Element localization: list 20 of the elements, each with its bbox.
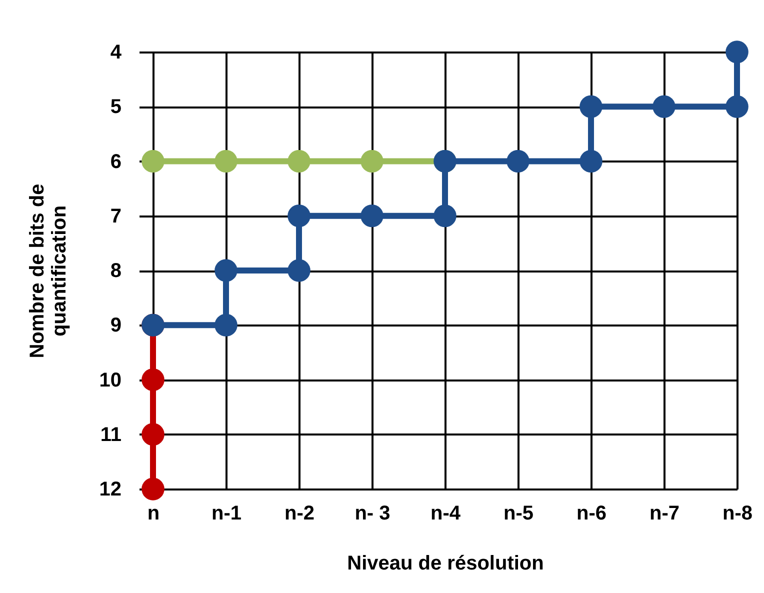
x-tick-label: n-7 [650,502,680,524]
x-tick-label: n-4 [430,502,462,524]
x-tick-label: n-2 [284,502,314,524]
y-tick-label: 12 [99,478,122,500]
y-tick-label: 10 [99,369,122,392]
x-tick-label: n-5 [504,502,534,524]
y-tick-label: 7 [110,205,122,228]
x-axis-title: Niveau de résolution [347,552,544,574]
y-tick-label: 11 [100,424,122,446]
y-tick-label: 6 [110,150,122,173]
y-tick-label: 4 [110,42,122,64]
x-tick-label: n-1 [212,502,242,524]
x-tick-label: n- 3 [354,502,390,524]
y-tick-label: 5 [110,96,122,118]
x-tick-label: n [147,502,160,524]
y-tick-label: 9 [110,314,122,337]
x-tick-label: n-6 [576,502,606,524]
y-tick-label: 8 [110,260,122,282]
x-tick-label: n-8 [722,502,752,524]
y-axis-title: Nombre de bits de quantification [26,184,70,358]
